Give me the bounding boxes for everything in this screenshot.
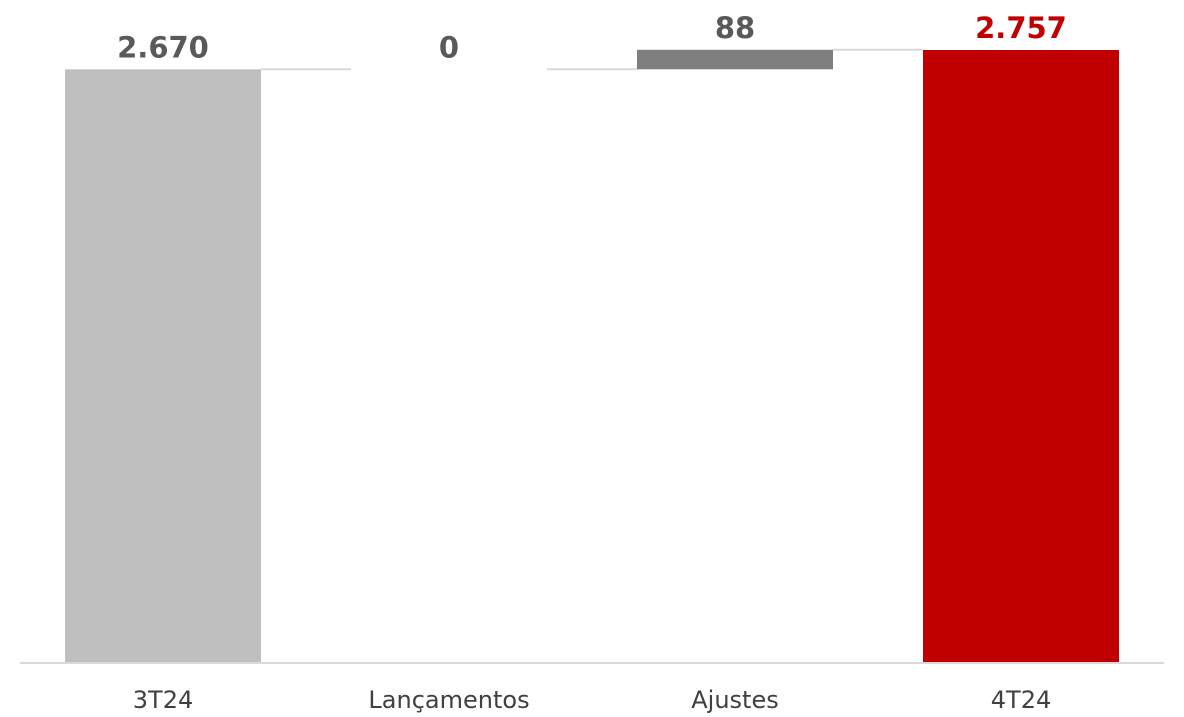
data-label: 2.670 xyxy=(117,30,209,64)
bar-3t24 xyxy=(65,69,261,662)
data-labels: 2.670 0 88 2.757 xyxy=(117,11,1067,65)
data-label: 88 xyxy=(715,11,755,45)
x-tick-label: 4T24 xyxy=(991,686,1051,714)
bars xyxy=(65,49,1119,662)
data-label: 2.757 xyxy=(975,11,1067,45)
connector-lines xyxy=(261,48,923,71)
data-label: 0 xyxy=(439,30,459,64)
x-tick-label: Ajustes xyxy=(691,686,778,714)
bar-4t24 xyxy=(923,50,1119,662)
x-tick-labels: 3T24 Lançamentos Ajustes 4T24 xyxy=(133,686,1051,714)
bar-ajustes xyxy=(637,49,833,70)
x-tick-label: Lançamentos xyxy=(368,686,529,714)
x-tick-label: 3T24 xyxy=(133,686,193,714)
